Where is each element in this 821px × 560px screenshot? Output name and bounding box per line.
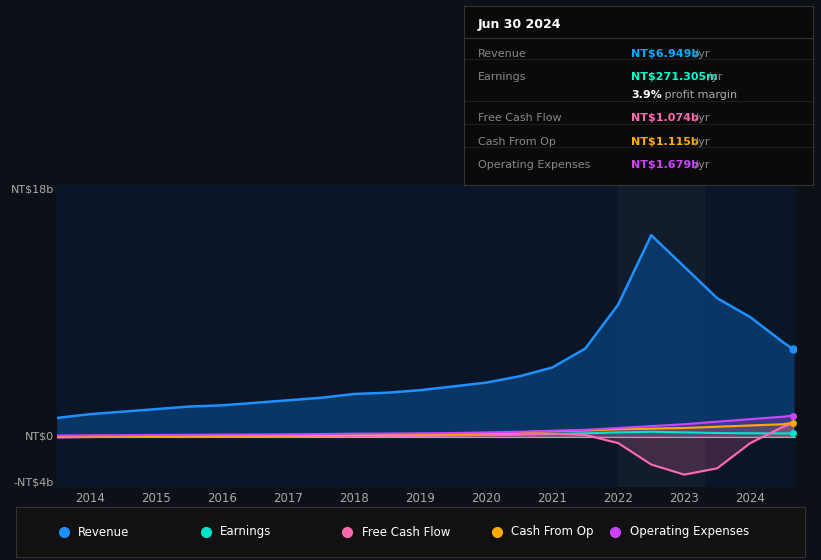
Text: /yr: /yr bbox=[691, 114, 709, 124]
Text: NT$6.949b: NT$6.949b bbox=[631, 49, 699, 59]
Text: Free Cash Flow: Free Cash Flow bbox=[478, 114, 562, 124]
Text: Operating Expenses: Operating Expenses bbox=[630, 525, 749, 539]
Text: profit margin: profit margin bbox=[661, 90, 737, 100]
Text: /yr: /yr bbox=[704, 72, 722, 82]
Text: Jun 30 2024: Jun 30 2024 bbox=[478, 18, 562, 31]
Text: 2018: 2018 bbox=[339, 492, 369, 505]
Text: 2022: 2022 bbox=[603, 492, 633, 505]
Text: Revenue: Revenue bbox=[78, 525, 129, 539]
Text: 3.9%: 3.9% bbox=[631, 90, 663, 100]
Text: Cash From Op: Cash From Op bbox=[511, 525, 594, 539]
Text: /yr: /yr bbox=[691, 49, 709, 59]
Text: NT$1.679b: NT$1.679b bbox=[631, 160, 699, 170]
Text: NT$18b: NT$18b bbox=[11, 185, 54, 195]
Text: 2020: 2020 bbox=[471, 492, 501, 505]
Text: 2023: 2023 bbox=[669, 492, 699, 505]
Text: NT$1.115b: NT$1.115b bbox=[631, 137, 699, 147]
Text: Cash From Op: Cash From Op bbox=[478, 137, 556, 147]
Bar bbox=[618, 185, 704, 487]
Text: /yr: /yr bbox=[691, 137, 709, 147]
Text: Operating Expenses: Operating Expenses bbox=[478, 160, 590, 170]
Text: 2015: 2015 bbox=[141, 492, 172, 505]
Text: 2016: 2016 bbox=[208, 492, 237, 505]
Text: 2021: 2021 bbox=[537, 492, 567, 505]
Text: NT$271.305m: NT$271.305m bbox=[631, 72, 718, 82]
Text: NT$1.074b: NT$1.074b bbox=[631, 114, 699, 124]
Text: 2017: 2017 bbox=[273, 492, 303, 505]
Text: 2014: 2014 bbox=[76, 492, 105, 505]
Text: Free Cash Flow: Free Cash Flow bbox=[361, 525, 450, 539]
Text: Earnings: Earnings bbox=[220, 525, 271, 539]
Text: Revenue: Revenue bbox=[478, 49, 526, 59]
Text: /yr: /yr bbox=[691, 160, 709, 170]
Text: 2019: 2019 bbox=[406, 492, 435, 505]
Text: NT$0: NT$0 bbox=[25, 432, 54, 442]
Text: Earnings: Earnings bbox=[478, 72, 526, 82]
Text: 2024: 2024 bbox=[736, 492, 765, 505]
Text: -NT$4b: -NT$4b bbox=[13, 477, 54, 487]
